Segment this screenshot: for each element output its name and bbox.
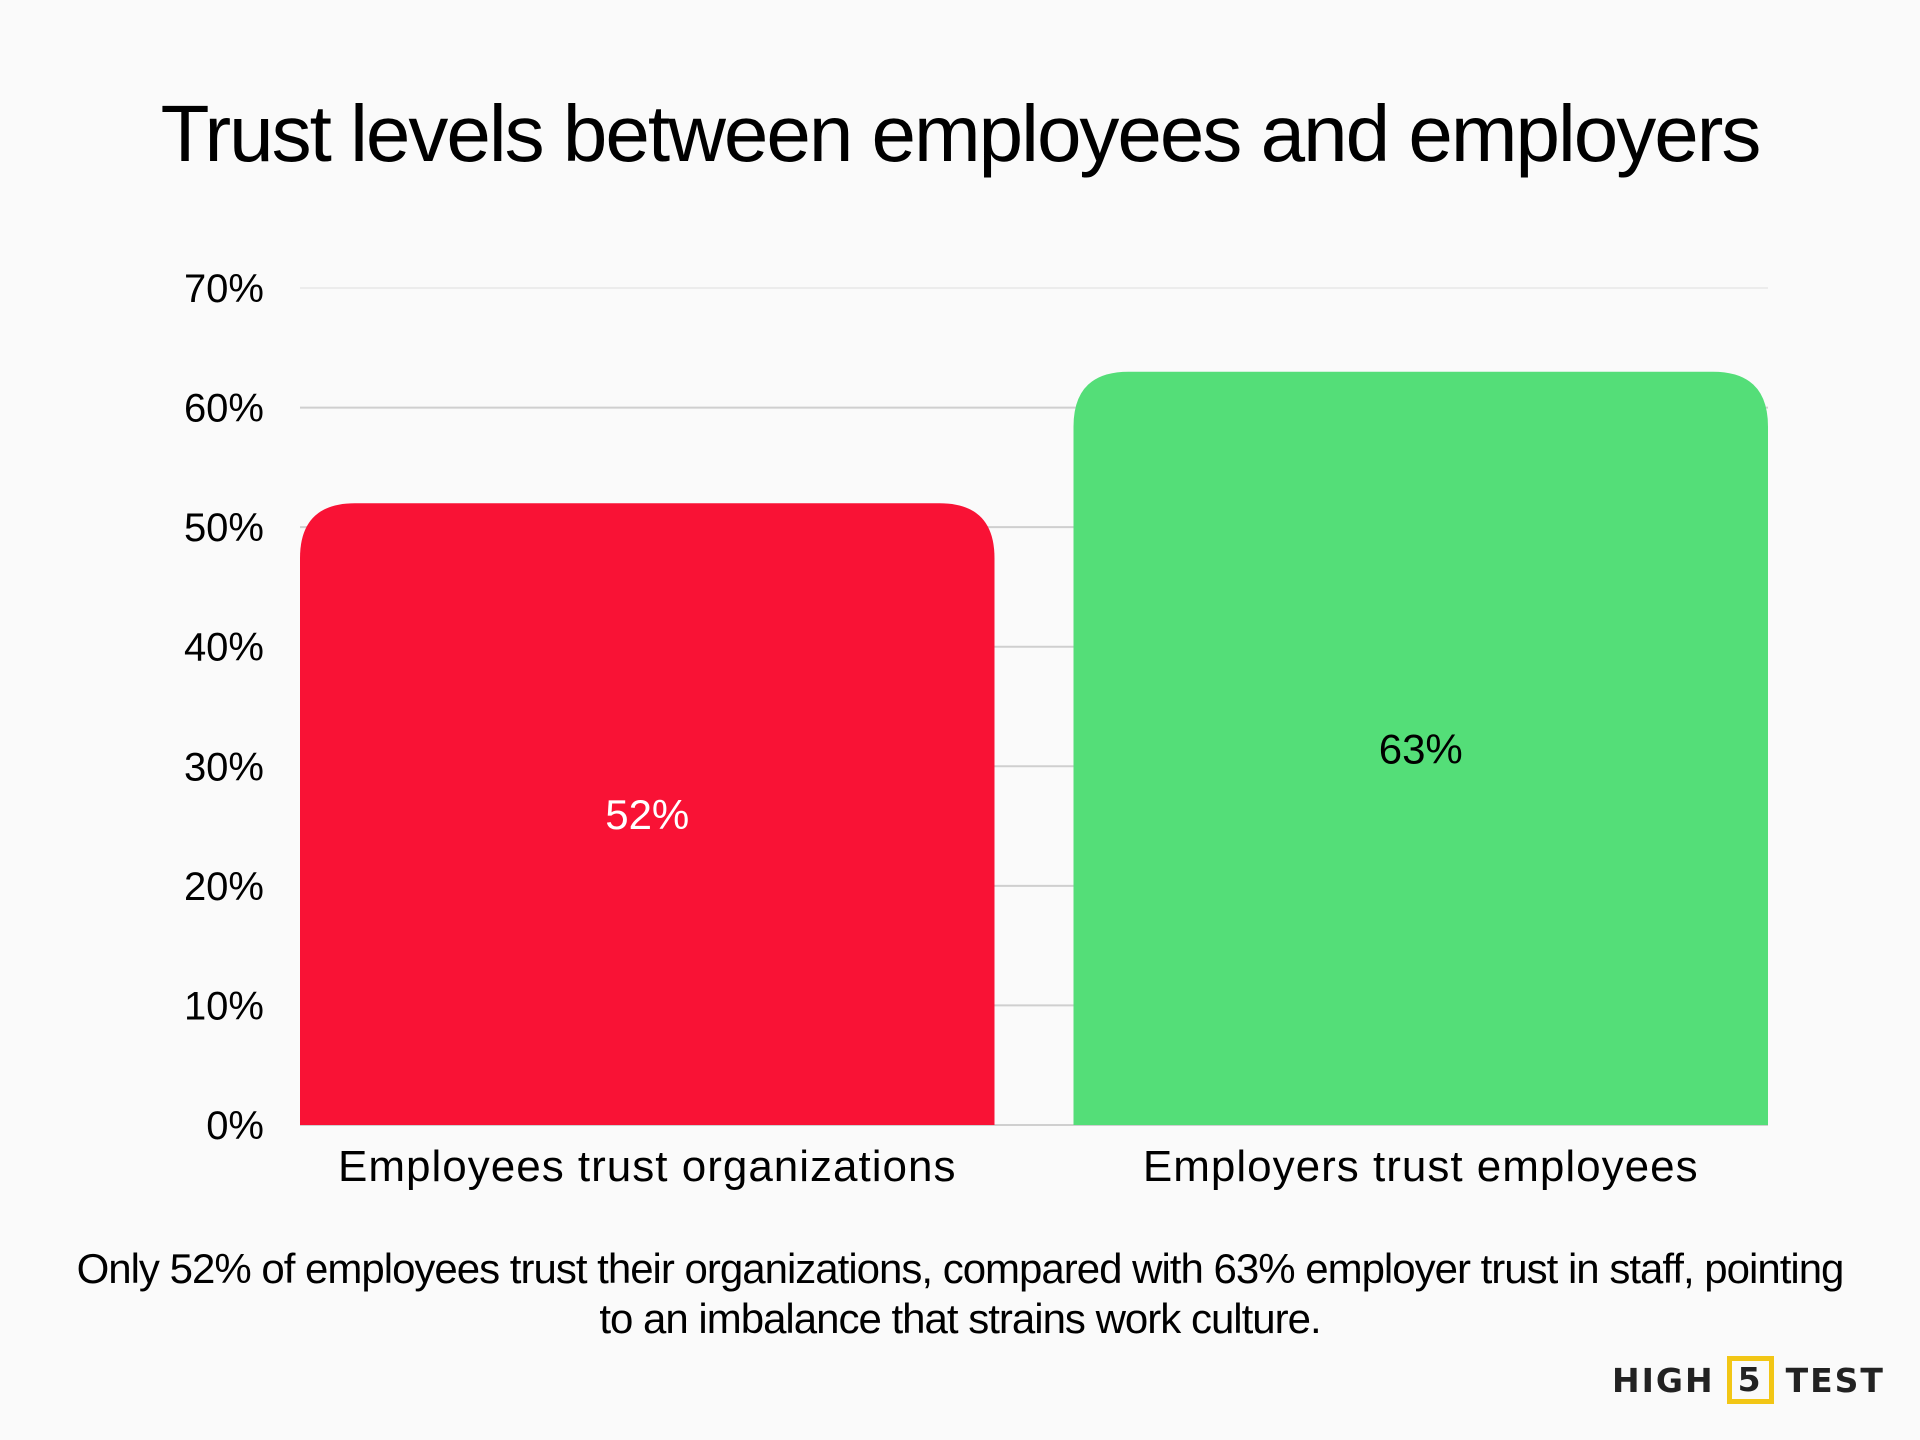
y-tick-label: 60% [184,387,264,431]
x-category-label: Employees trust organizations [338,1142,956,1191]
chart-caption: Only 52% of employees trust their organi… [76,1245,1845,1342]
bar-2 [1073,371,1768,1125]
high5test-logo: HIGH 5 TEST [1612,1356,1885,1404]
logo-text-right: TEST [1785,1360,1885,1400]
y-tick-label: 50% [184,506,264,550]
y-tick-label: 70% [184,267,264,311]
bar-1 [300,503,995,1125]
bar-value-label: 52% [605,791,689,838]
y-tick-label: 30% [184,745,264,789]
chart-title: Trust levels between employees and emplo… [160,89,1762,178]
y-tick-label: 10% [184,984,264,1028]
y-tick-label: 40% [184,626,264,670]
x-category-label: Employers trust employees [1143,1142,1699,1191]
y-tick-label: 0% [206,1104,264,1148]
bar-value-label: 63% [1379,725,1463,772]
y-tick-label: 20% [184,865,264,909]
logo-box: 5 [1726,1356,1774,1404]
logo-text-left: HIGH [1612,1360,1715,1400]
